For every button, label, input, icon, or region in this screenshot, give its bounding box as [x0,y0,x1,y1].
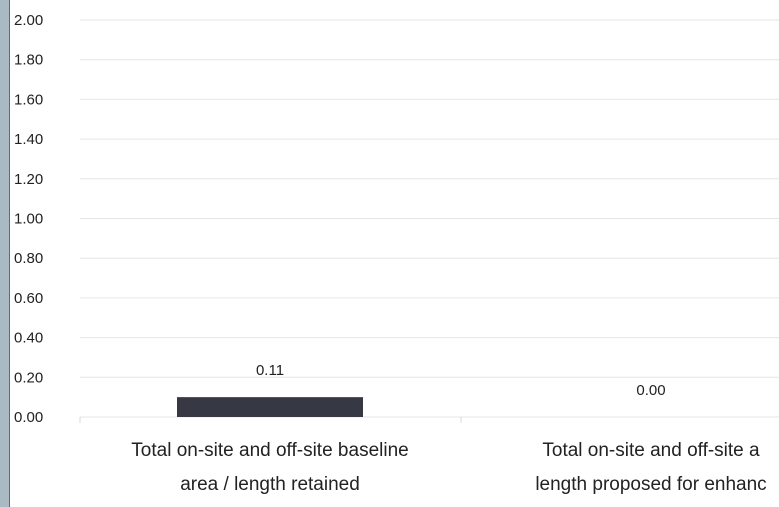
category-label: area / length retained [180,474,360,495]
bars [177,397,363,417]
left-border-strip [0,0,10,507]
data-labels: 0.11 0.00 [256,362,666,399]
y-axis-tick-labels: 2.00 1.80 1.60 1.40 1.20 1.00 0.80 0.60 0.40 0.20… [14,12,43,426]
y-tick-label: 2.00 [14,12,43,29]
category-label: Total on-site and off-site a [542,440,760,461]
y-tick-label: 0.80 [14,250,43,267]
y-tick-label: 1.80 [14,52,43,69]
category-labels: Total on-site and off-site baseline area … [131,440,766,495]
y-tick-label: 0.00 [14,409,43,426]
category-label: Total on-site and off-site baseline [131,440,408,461]
bar [177,397,363,417]
y-tick-label: 1.40 [14,131,43,148]
category-label: length proposed for enhanc [535,474,766,495]
y-tick-label: 0.20 [14,369,43,386]
data-label: 0.00 [636,382,665,399]
y-tick-label: 1.20 [14,171,43,188]
y-tick-label: 1.60 [14,91,43,108]
data-label: 0.11 [256,362,284,379]
y-tick-label: 0.60 [14,290,43,307]
y-tick-label: 1.00 [14,211,43,228]
grid-layer [79,19,779,423]
y-tick-label: 0.40 [14,330,43,347]
